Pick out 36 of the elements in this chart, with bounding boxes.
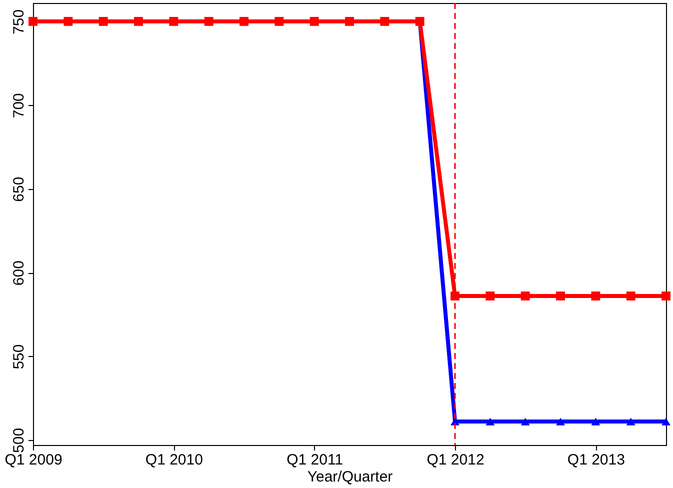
point: [662, 418, 670, 426]
point: [591, 292, 600, 300]
point: [556, 292, 565, 300]
point: [591, 418, 600, 426]
x-tick-label: Q1 2012: [426, 452, 484, 468]
y-tick-label: 650: [10, 176, 28, 202]
point: [486, 418, 495, 426]
y-tick-label: 500: [10, 428, 28, 453]
point: [345, 16, 354, 26]
point: [520, 418, 530, 426]
x-tick-label: Q1 2011: [286, 452, 344, 468]
point: [520, 292, 530, 300]
point: [310, 16, 319, 26]
y-tick-label: 700: [10, 93, 28, 118]
point: [134, 16, 143, 26]
point: [486, 292, 495, 300]
x-axis-title: Year/Quarter: [307, 468, 393, 486]
point: [626, 292, 636, 300]
y-tick-label: 600: [10, 260, 28, 286]
x-tick-label: Q1 2010: [145, 452, 203, 468]
y-tick-label: 550: [10, 344, 28, 370]
x-tick-label: Q1 2013: [567, 452, 625, 468]
point: [450, 292, 460, 300]
point: [64, 16, 73, 26]
x-tick-label: Q1 2009: [4, 452, 62, 468]
point: [240, 16, 248, 26]
point: [98, 16, 108, 26]
point: [380, 16, 390, 26]
point: [662, 292, 670, 300]
point: [626, 418, 636, 426]
y-tick-label: 750: [10, 9, 28, 34]
point: [274, 16, 284, 26]
point: [204, 16, 214, 26]
point: [28, 16, 38, 26]
point: [556, 418, 565, 426]
point: [169, 16, 178, 26]
